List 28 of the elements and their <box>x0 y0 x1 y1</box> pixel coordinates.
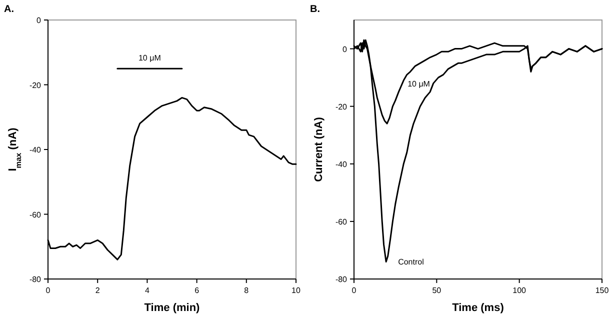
x-tick-label: 0 <box>352 286 357 295</box>
x-tick-label: 50 <box>432 286 442 295</box>
y-tick-label: -40 <box>29 146 42 154</box>
annotation: 10 μM <box>138 54 162 63</box>
y-tick-label: -40 <box>335 160 348 169</box>
y-tick-label: -80 <box>29 275 42 284</box>
y-tick-label: -20 <box>29 80 42 90</box>
y-axis-title: Current (nA) <box>313 116 325 182</box>
y-tick-label: -80 <box>335 275 348 284</box>
x-tick-label: 6 <box>194 286 200 295</box>
x-tick-label: 4 <box>144 286 150 295</box>
x-tick-label: 100 <box>512 286 527 295</box>
chart-title: B. <box>310 4 320 15</box>
y-tick-label: 0 <box>342 44 348 54</box>
x-tick-label: 2 <box>95 286 100 295</box>
x-tick-label: 8 <box>244 286 250 295</box>
x-axis-title: Time (min) <box>144 302 200 314</box>
series-label: 10 μM <box>408 80 430 89</box>
x-axis-title: Time (ms) <box>452 302 504 314</box>
x-tick-label: 10 <box>292 286 301 295</box>
y-tick-label: -60 <box>29 210 42 220</box>
x-tick-label: 150 <box>595 286 610 295</box>
y-tick-label: -20 <box>335 102 348 112</box>
chart-title: A. <box>4 4 14 15</box>
y-tick-label: -60 <box>335 217 348 226</box>
x-tick-label: 0 <box>46 286 51 295</box>
y-tick-label: 0 <box>36 16 42 25</box>
series-label: Control <box>398 258 424 267</box>
